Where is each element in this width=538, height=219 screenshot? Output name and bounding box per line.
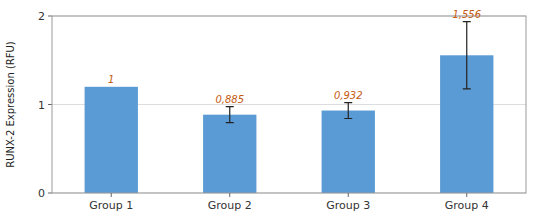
data-label: 1 xyxy=(108,74,114,85)
x-tick-label: Group 2 xyxy=(208,199,252,212)
y-tick-label: 2 xyxy=(38,10,45,23)
x-tick-label: Group 1 xyxy=(89,199,133,212)
y-axis: 0 1 2 xyxy=(38,10,526,200)
error-bar xyxy=(226,107,234,123)
y-tick xyxy=(48,193,52,194)
x-tick xyxy=(348,193,349,197)
plot-frame xyxy=(52,16,526,193)
error-bar xyxy=(344,103,352,119)
data-label: 0,932 xyxy=(334,90,363,101)
x-axis: Group 1 Group 2 Group 3 Group 4 xyxy=(89,193,488,212)
chart-container: 0 1 2 RUNX-2 Expression (RFU) Group 1 Group 2… xyxy=(0,0,538,219)
data-labels: 1 0,885 0,932 1,556 xyxy=(108,9,481,105)
data-label: 0,885 xyxy=(215,94,244,105)
error-bar xyxy=(463,22,471,89)
bar xyxy=(203,115,256,193)
x-tick xyxy=(229,193,230,197)
x-tick xyxy=(111,193,112,197)
chart-svg: 0 1 2 RUNX-2 Expression (RFU) Group 1 Group 2… xyxy=(0,0,538,219)
data-label: 1,556 xyxy=(452,9,481,20)
bar xyxy=(322,111,375,193)
y-tick xyxy=(48,16,52,17)
y-tick xyxy=(48,104,52,105)
bar xyxy=(85,87,138,193)
y-tick-label: 0 xyxy=(38,187,45,200)
y-tick-label: 1 xyxy=(38,99,45,112)
y-axis-label: RUNX-2 Expression (RFU) xyxy=(5,41,16,168)
plot-area xyxy=(85,22,494,193)
x-tick xyxy=(466,193,467,197)
x-tick-label: Group 4 xyxy=(445,199,489,212)
x-tick-label: Group 3 xyxy=(326,199,370,212)
